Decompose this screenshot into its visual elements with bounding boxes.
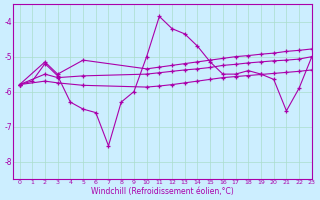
X-axis label: Windchill (Refroidissement éolien,°C): Windchill (Refroidissement éolien,°C) [91, 187, 234, 196]
